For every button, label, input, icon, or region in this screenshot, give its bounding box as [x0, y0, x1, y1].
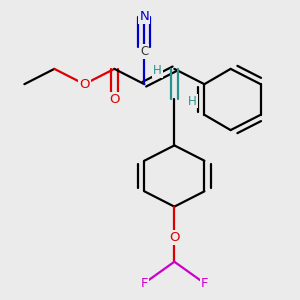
Text: O: O [79, 78, 90, 91]
Text: O: O [109, 93, 120, 106]
Text: F: F [201, 277, 208, 290]
Text: H: H [188, 94, 197, 107]
Text: F: F [141, 277, 148, 290]
Text: C: C [140, 45, 148, 58]
Text: N: N [140, 10, 149, 23]
Text: H: H [153, 64, 162, 77]
Text: O: O [169, 231, 180, 244]
